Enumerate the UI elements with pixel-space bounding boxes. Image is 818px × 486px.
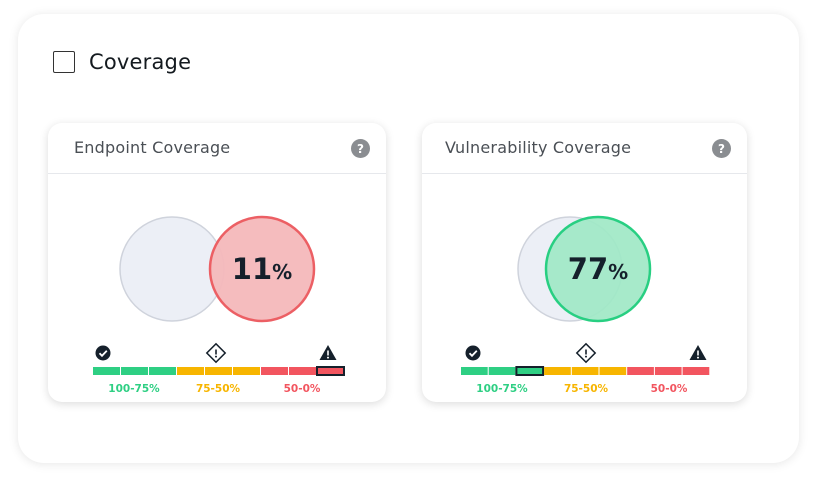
card-title: Endpoint Coverage — [74, 138, 231, 157]
scale-segment — [627, 367, 654, 375]
card-header: Vulnerability Coverage ? — [422, 123, 747, 174]
vulnerability-venn: 77% — [517, 215, 652, 323]
check-circle-icon — [95, 345, 111, 361]
range-label-mid: 75-50% — [196, 383, 241, 395]
scale-segment — [488, 367, 516, 375]
coverage-circle — [208, 215, 316, 323]
coverage-scale: 100-75% 75-50% 50-0% — [93, 342, 345, 395]
coverage-panel: Coverage Endpoint Coverage ? 11% — [18, 14, 799, 463]
vulnerability-coverage-card: Vulnerability Coverage ? 77% — [422, 123, 747, 402]
range-label-mid: 75-50% — [564, 383, 609, 395]
scale-segment — [682, 367, 710, 375]
warning-diamond-icon — [575, 342, 597, 364]
range-label-low: 50-0% — [651, 383, 688, 395]
scale-segment — [289, 367, 316, 375]
scale-segment — [261, 367, 288, 375]
alert-triangle-icon — [319, 345, 337, 360]
scale-segment — [177, 367, 204, 375]
coverage-circle — [544, 215, 652, 323]
help-icon[interactable]: ? — [712, 139, 731, 158]
scale-segment — [544, 367, 571, 375]
scale-segment — [571, 367, 599, 375]
coverage-title: Coverage — [89, 50, 192, 74]
coverage-header: Coverage — [53, 49, 191, 75]
warning-diamond-icon — [205, 342, 227, 364]
card-title: Vulnerability Coverage — [445, 138, 632, 157]
scale-segment — [654, 367, 682, 375]
scale-segment-active — [515, 366, 545, 376]
scale-segment — [93, 367, 120, 375]
alert-triangle-icon — [689, 345, 707, 360]
range-label-low: 50-0% — [284, 383, 321, 395]
scale-segment — [205, 367, 232, 375]
coverage-scale: 100-75% 75-50% 50-0% — [461, 342, 710, 395]
scale-segment-active — [316, 366, 345, 376]
range-label-high: 100-75% — [108, 383, 160, 395]
scale-segment — [599, 367, 627, 375]
check-circle-icon — [465, 345, 481, 361]
endpoint-coverage-card: Endpoint Coverage ? 11% — [48, 123, 386, 402]
scale-segment — [233, 367, 260, 375]
endpoint-venn: 11% — [119, 215, 316, 323]
scale-segment — [461, 367, 488, 375]
card-header: Endpoint Coverage ? — [48, 123, 386, 174]
coverage-value: 11% — [232, 252, 292, 286]
scale-segment — [121, 367, 148, 375]
scale-segment — [149, 367, 176, 375]
coverage-checkbox[interactable] — [53, 51, 75, 73]
help-icon[interactable]: ? — [351, 139, 370, 158]
range-label-high: 100-75% — [476, 383, 528, 395]
coverage-value: 77% — [568, 252, 628, 286]
